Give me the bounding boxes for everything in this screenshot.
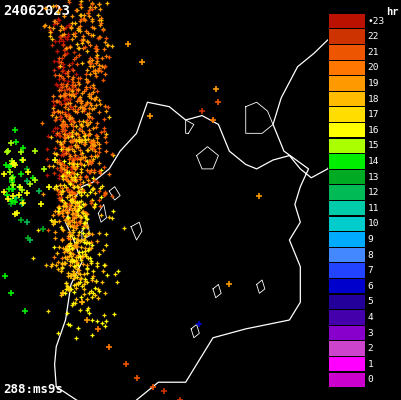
Text: 10: 10 — [367, 219, 379, 228]
Text: 9: 9 — [367, 235, 373, 244]
Text: 19: 19 — [367, 79, 379, 88]
Bar — [328, 232, 364, 247]
Bar — [328, 201, 364, 216]
Text: 7: 7 — [367, 266, 373, 275]
Text: 16: 16 — [367, 126, 379, 135]
Text: 1: 1 — [367, 360, 373, 369]
Bar — [328, 372, 364, 387]
Bar — [328, 107, 364, 122]
Bar — [328, 14, 364, 28]
Text: •23: •23 — [367, 16, 384, 26]
Text: 17: 17 — [367, 110, 379, 119]
Text: 0: 0 — [367, 375, 373, 384]
Bar — [328, 279, 364, 294]
Text: 12: 12 — [367, 188, 379, 197]
Text: 11: 11 — [367, 204, 379, 213]
Bar — [328, 92, 364, 106]
Bar — [328, 76, 364, 91]
Text: 2: 2 — [367, 344, 373, 353]
Text: 13: 13 — [367, 172, 379, 182]
Text: 20: 20 — [367, 63, 379, 72]
Text: hr: hr — [385, 7, 397, 17]
Text: 4: 4 — [367, 313, 373, 322]
Text: 5: 5 — [367, 297, 373, 306]
Bar — [328, 138, 364, 153]
Bar — [328, 123, 364, 138]
Bar — [328, 185, 364, 200]
Bar — [328, 357, 364, 372]
Bar — [328, 263, 364, 278]
Text: 24062023: 24062023 — [3, 4, 70, 18]
Bar — [328, 294, 364, 309]
Bar — [328, 60, 364, 75]
Text: 21: 21 — [367, 48, 379, 57]
Text: 6: 6 — [367, 282, 373, 291]
Bar — [328, 29, 364, 44]
Bar — [328, 310, 364, 325]
Text: 18: 18 — [367, 94, 379, 104]
Text: 8: 8 — [367, 250, 373, 260]
Bar — [328, 341, 364, 356]
Bar — [328, 170, 364, 184]
Bar — [328, 216, 364, 231]
Bar — [328, 326, 364, 340]
Bar — [328, 45, 364, 60]
Bar — [328, 248, 364, 262]
Text: 14: 14 — [367, 157, 379, 166]
Text: 3: 3 — [367, 328, 373, 338]
Bar — [328, 154, 364, 169]
Text: 22: 22 — [367, 32, 379, 41]
Text: 15: 15 — [367, 141, 379, 150]
Text: 288:ms9s: 288:ms9s — [3, 383, 63, 396]
